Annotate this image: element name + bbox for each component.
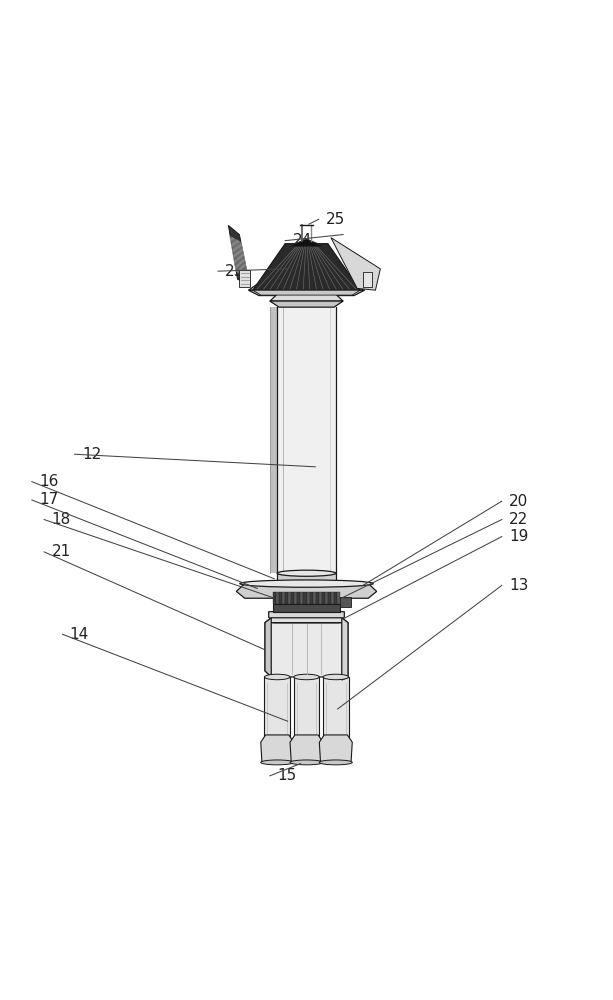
Ellipse shape [261, 760, 294, 765]
Ellipse shape [264, 738, 290, 744]
Bar [323, 677, 349, 741]
Text: 22: 22 [509, 512, 528, 527]
Bar [325, 592, 328, 604]
Text: 16: 16 [39, 474, 59, 489]
Ellipse shape [277, 582, 336, 587]
Polygon shape [248, 282, 365, 290]
Polygon shape [331, 238, 380, 290]
Polygon shape [270, 307, 277, 573]
Bar [264, 677, 290, 741]
Bar [313, 592, 316, 604]
Polygon shape [290, 735, 323, 762]
Bar [319, 592, 322, 604]
Polygon shape [237, 584, 376, 598]
Text: 15: 15 [277, 768, 297, 783]
Polygon shape [270, 293, 343, 301]
Bar [316, 592, 319, 604]
Polygon shape [287, 239, 326, 247]
Ellipse shape [264, 674, 290, 680]
Polygon shape [229, 225, 249, 285]
Ellipse shape [323, 674, 349, 680]
Polygon shape [253, 290, 360, 295]
Text: 19: 19 [509, 529, 528, 544]
Text: 14: 14 [70, 627, 89, 642]
Text: 12: 12 [82, 447, 101, 462]
Ellipse shape [277, 570, 336, 576]
Bar [276, 592, 279, 604]
Bar [277, 573, 336, 584]
Bar [363, 272, 373, 287]
Text: 18: 18 [51, 512, 70, 527]
Bar [337, 592, 340, 604]
Bar [322, 592, 325, 604]
Polygon shape [277, 307, 336, 573]
Ellipse shape [323, 738, 349, 744]
Bar [239, 270, 250, 287]
Polygon shape [319, 735, 352, 762]
Bar [297, 592, 300, 604]
Bar [310, 592, 313, 604]
Ellipse shape [240, 580, 373, 587]
Bar [340, 597, 351, 607]
Text: 21: 21 [51, 544, 70, 559]
Polygon shape [342, 618, 348, 680]
Bar [306, 592, 310, 604]
Bar [294, 592, 297, 604]
Bar [303, 592, 306, 604]
Bar [331, 592, 334, 604]
Ellipse shape [294, 738, 319, 744]
Polygon shape [253, 244, 360, 290]
Bar [273, 604, 340, 612]
Bar [300, 592, 303, 604]
Bar [279, 592, 282, 604]
Bar [282, 592, 285, 604]
Ellipse shape [319, 760, 352, 765]
Text: 17: 17 [39, 492, 58, 508]
Polygon shape [265, 618, 348, 623]
Text: 13: 13 [509, 578, 528, 593]
Ellipse shape [294, 674, 319, 680]
Bar [288, 592, 291, 604]
Polygon shape [268, 612, 345, 623]
Polygon shape [248, 290, 365, 296]
Text: 24: 24 [292, 233, 312, 248]
Text: 23: 23 [226, 264, 245, 279]
Bar [273, 592, 276, 604]
Text: 20: 20 [509, 494, 528, 509]
Ellipse shape [290, 760, 323, 765]
Bar [334, 592, 337, 604]
Bar [291, 592, 294, 604]
Polygon shape [261, 735, 294, 762]
Polygon shape [265, 618, 271, 677]
Polygon shape [265, 623, 348, 677]
Bar [328, 592, 331, 604]
Polygon shape [270, 301, 343, 307]
Bar [285, 592, 288, 604]
Text: 25: 25 [326, 212, 345, 227]
Bar [294, 677, 319, 741]
